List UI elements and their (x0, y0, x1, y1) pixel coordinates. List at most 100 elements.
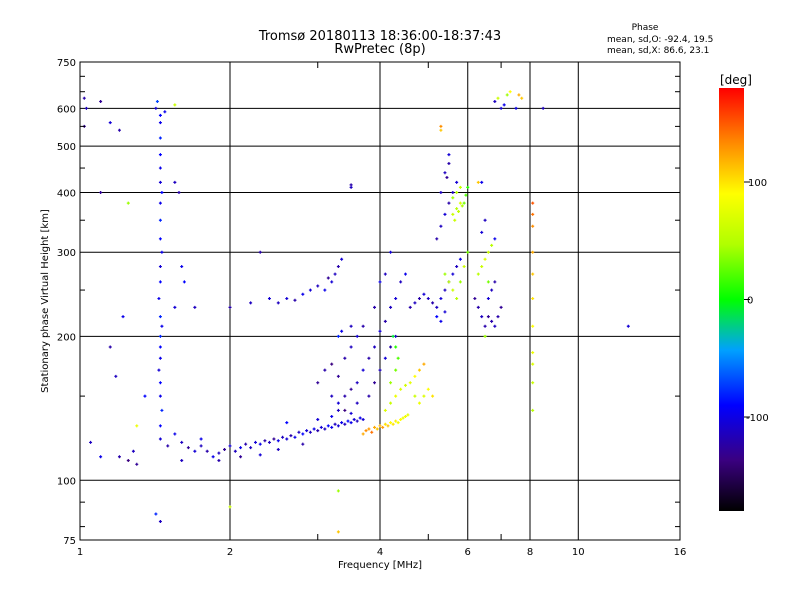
data-point (349, 421, 353, 425)
data-point (323, 368, 327, 372)
data-point (157, 297, 161, 301)
data-point (531, 224, 535, 228)
data-point (154, 512, 158, 516)
data-point (531, 381, 535, 385)
data-point (158, 237, 162, 241)
data-point (82, 96, 86, 100)
data-point (435, 305, 439, 309)
data-point (160, 190, 164, 194)
data-point (131, 449, 135, 453)
data-point (355, 401, 359, 405)
x-tick-label: 10 (572, 547, 585, 558)
chart-subtitle: RwPretec (8p) (334, 42, 425, 57)
data-point (293, 435, 297, 439)
data-point (435, 315, 439, 319)
data-point (453, 218, 457, 222)
data-point (460, 204, 464, 208)
data-points (82, 90, 630, 534)
data-point (358, 416, 362, 420)
data-point (361, 432, 365, 436)
data-point (451, 196, 455, 200)
data-point (367, 427, 371, 431)
data-point (451, 212, 455, 216)
data-point (483, 324, 487, 328)
data-point (480, 315, 484, 319)
data-point (378, 424, 382, 428)
data-point (499, 106, 503, 110)
data-point (480, 265, 484, 269)
data-point (426, 297, 430, 301)
data-point (293, 298, 297, 302)
data-point (349, 324, 353, 328)
data-point (272, 437, 276, 441)
data-point (285, 437, 289, 441)
data-point (158, 201, 162, 205)
data-point (439, 190, 443, 194)
data-point (84, 106, 88, 110)
data-point (373, 345, 377, 349)
data-point (403, 272, 407, 276)
data-point (383, 319, 387, 323)
data-point (386, 424, 390, 428)
data-point (158, 265, 162, 269)
data-point (458, 280, 462, 284)
data-point (155, 100, 159, 104)
data-point (464, 193, 468, 197)
data-point (355, 381, 359, 385)
data-point (367, 394, 371, 398)
data-point (158, 280, 162, 284)
data-point (193, 305, 197, 309)
data-point (173, 432, 177, 436)
data-point (158, 136, 162, 140)
data-point (394, 345, 398, 349)
data-point (389, 381, 393, 385)
data-point (301, 432, 305, 436)
data-point (531, 297, 535, 301)
data-point (333, 422, 337, 426)
data-point (458, 185, 462, 189)
data-point (228, 444, 232, 448)
data-point (158, 218, 162, 222)
data-point (541, 106, 545, 110)
data-point (493, 100, 497, 104)
data-point (301, 442, 305, 446)
data-point (158, 166, 162, 170)
y-tick-label: 200 (57, 332, 76, 343)
data-point (228, 305, 232, 309)
colorbar-ticks: 100 0 -100 (744, 178, 769, 424)
data-point (349, 183, 353, 187)
data-point (158, 519, 162, 523)
data-point (373, 305, 377, 309)
data-point (476, 180, 480, 184)
data-point (312, 427, 316, 431)
data-point (431, 301, 435, 305)
data-point (394, 297, 398, 301)
data-point (496, 315, 500, 319)
data-point (330, 394, 334, 398)
data-point (126, 201, 130, 205)
data-point (316, 418, 320, 422)
data-point (458, 257, 462, 261)
data-point (211, 455, 215, 459)
data-point (326, 424, 330, 428)
x-tick-label: 8 (527, 547, 533, 558)
data-point (451, 272, 455, 276)
data-point (373, 381, 377, 385)
data-point (389, 421, 393, 425)
data-point (166, 444, 170, 448)
chart-title: Tromsø 20180113 18:36:00-18:37:43 (258, 29, 501, 44)
x-tick-label: 16 (674, 547, 687, 558)
data-point (439, 224, 443, 228)
data-point (457, 210, 461, 214)
data-point (173, 180, 177, 184)
x-tick-label: 4 (377, 547, 383, 558)
data-point (505, 93, 509, 97)
data-point (343, 408, 347, 412)
data-point (406, 413, 410, 417)
data-point (364, 429, 368, 433)
data-point (267, 440, 271, 444)
data-point (239, 446, 243, 450)
colorbar (719, 88, 744, 511)
data-point (458, 201, 462, 205)
data-point (378, 368, 382, 372)
